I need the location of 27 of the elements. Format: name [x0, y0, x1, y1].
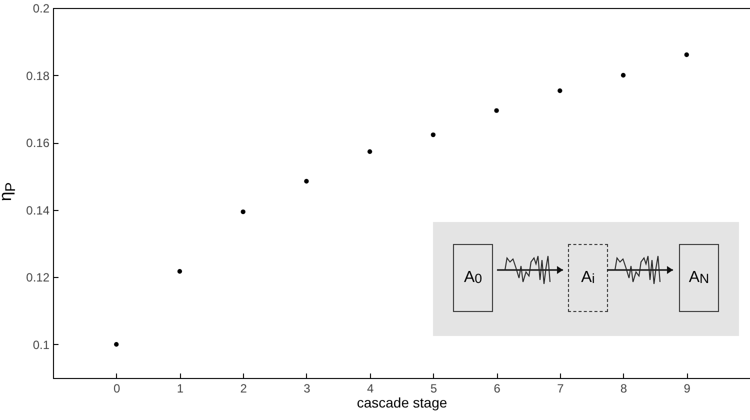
point — [304, 178, 309, 184]
y-tick-label: 0.1 — [32, 338, 50, 352]
point — [177, 269, 182, 274]
x-tick-label: 8 — [620, 382, 628, 396]
point — [367, 149, 372, 154]
x-axis-title: cascade stage — [356, 394, 448, 410]
point — [114, 342, 119, 347]
point — [494, 108, 499, 113]
point — [240, 209, 246, 214]
y-tick-label: 0.14 — [26, 203, 50, 218]
x-tick-label: 6 — [494, 382, 501, 396]
y-tick-label: 0.16 — [26, 136, 50, 150]
x-tick-label: 0 — [114, 382, 121, 396]
point — [684, 52, 689, 58]
x-tick-label: 9 — [684, 382, 691, 396]
x-tick-label: 5 — [430, 382, 438, 396]
point — [558, 88, 562, 94]
x-tick-label: 1 — [176, 382, 184, 396]
point — [430, 132, 436, 138]
y-tick-label: 0.2 — [32, 2, 50, 16]
x-tick-label: 4 — [366, 382, 374, 396]
x-tick-label: 3 — [304, 382, 311, 396]
y-tick-label: 0.18 — [26, 68, 50, 83]
x-tick-label: 7 — [557, 382, 564, 396]
point — [620, 72, 626, 78]
y-tick-label: 0.12 — [26, 270, 50, 285]
x-tick-label: 2 — [240, 382, 248, 396]
